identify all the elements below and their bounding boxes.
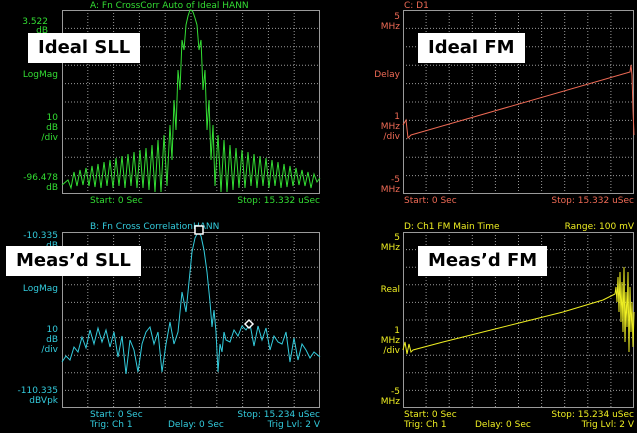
trace-c-y-bottom-unit: MHz (380, 185, 400, 195)
trace-d-stop: Stop: 15.234 uSec (551, 410, 634, 420)
ideal-fm-callout: Ideal FM (418, 33, 525, 63)
trace-a-scale-div: /div (41, 133, 58, 143)
trace-d-y-top: 5 (394, 233, 400, 243)
measured-fm-callout: Meas’d FM (418, 246, 548, 276)
trace-c-format: Delay (374, 70, 400, 80)
trace-b-y-bottom-unit: dBVpk (29, 396, 58, 406)
trace-d-scale-value: 1 (394, 326, 400, 336)
peak-marker[interactable] (194, 225, 204, 235)
trace-c-start: Start: 0 Sec (404, 196, 457, 206)
trace-d-trig: Trig: Ch 1 (404, 420, 447, 430)
trace-a-format: LogMag (22, 70, 58, 80)
trace-b-scale-div: /div (41, 345, 58, 355)
trace-a-y-bottom-unit: dB (46, 183, 58, 193)
measured-sll-callout: Meas’d SLL (6, 246, 141, 276)
trace-a-y-bottom: -96.478 (23, 173, 58, 183)
trace-b-trig-level: Trig Lvl: 2 V (267, 420, 320, 430)
trace-d-delay: Delay: 0 Sec (475, 420, 531, 430)
trace-a-scale-value: 10 (46, 113, 58, 123)
trace-b-y-top: -10.335 (23, 231, 58, 241)
trace-d-y-bottom-unit: MHz (380, 397, 400, 407)
trace-d-trig-level: Trig Lvl: 2 V (581, 420, 634, 430)
trace-a-header: A: Fn CrossCorr Auto of Ideal HANN (90, 1, 249, 11)
trace-b-stop: Stop: 15.234 uSec (237, 410, 320, 420)
trace-c-plot (402, 10, 635, 194)
sidelobe-marker[interactable] (243, 318, 255, 330)
trace-d-format: Real (380, 285, 400, 295)
trace-d-scale-unit: MHz (380, 336, 400, 346)
trace-b-delay: Delay: 0 Sec (168, 420, 224, 430)
trace-d-header: D: Ch1 FM Main Time (404, 222, 500, 232)
trace-a-stop: Stop: 15.332 uSec (237, 196, 320, 206)
trace-b-start: Start: 0 Sec (90, 410, 143, 420)
trace-b-scale-value: 10 (46, 325, 58, 335)
trace-b-trig: Trig: Ch 1 (90, 420, 133, 430)
trace-c-y-bottom: -5 (391, 175, 400, 185)
trace-a-start: Start: 0 Sec (90, 196, 143, 206)
trace-c-scale-unit: MHz (380, 122, 400, 132)
trace-c-header: C: D1 (404, 1, 429, 11)
trace-c-y-top: 5 (394, 12, 400, 22)
trace-d-y-top-unit: MHz (380, 243, 400, 253)
trace-d-y-bottom: -5 (391, 387, 400, 397)
trace-d-plot (402, 232, 635, 408)
trace-a-y-top-unit: dB (36, 26, 48, 36)
trace-b-format: LogMag (22, 284, 58, 294)
trace-b-header: B: Fn Cross CorrelationHANN (90, 222, 220, 232)
trace-b-y-bottom: -110.335 (17, 386, 58, 396)
trace-d-range: Range: 100 mV (564, 222, 634, 232)
trace-c-scale-div: /div (383, 132, 400, 142)
trace-a-scale-unit: dB (46, 123, 58, 133)
trace-c-scale-value: 1 (394, 112, 400, 122)
trace-c-y-top-unit: MHz (380, 22, 400, 32)
ideal-sll-callout: Ideal SLL (28, 33, 141, 63)
trace-c-stop: Stop: 15.332 uSec (551, 196, 634, 206)
trace-d-start: Start: 0 Sec (404, 410, 457, 420)
trace-d-scale-div: /div (383, 346, 400, 356)
trace-b-scale-unit: dB (46, 335, 58, 345)
trace-a-y-top: 3.522 (22, 17, 48, 27)
